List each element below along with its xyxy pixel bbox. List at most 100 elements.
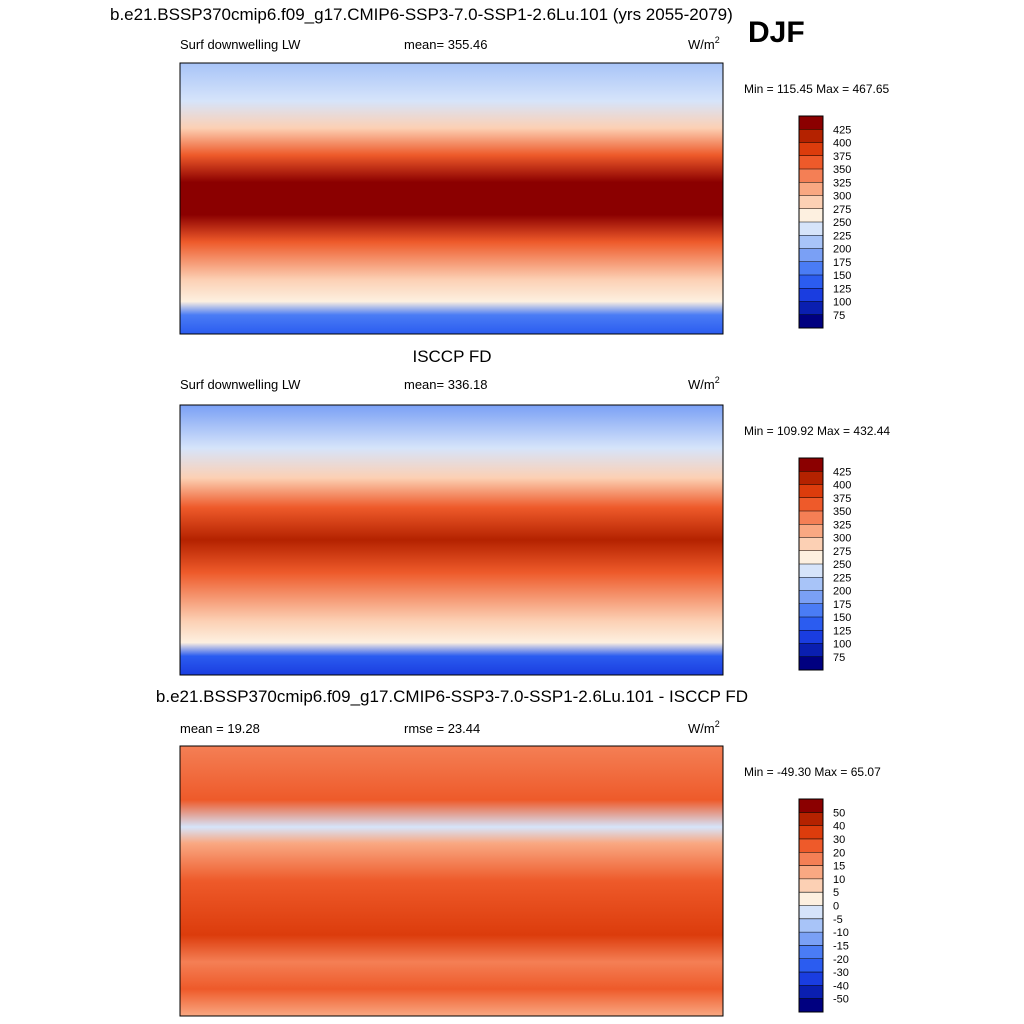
panel-left-label: Surf downwelling LW xyxy=(180,377,301,392)
colorbar-label: 250 xyxy=(833,217,851,229)
colorbar-label: -20 xyxy=(833,954,849,966)
colorbar-swatch xyxy=(799,129,823,143)
panel-title: b.e21.BSSP370cmip6.f09_g17.CMIP6-SSP3-7.… xyxy=(156,687,748,706)
colorbar-label: 50 xyxy=(833,807,845,819)
colorbar-swatch xyxy=(799,222,823,236)
colorbar-label: 325 xyxy=(833,519,851,531)
colorbar-label: 325 xyxy=(833,177,851,189)
colorbar-swatch xyxy=(799,537,823,551)
colorbar-swatch xyxy=(799,182,823,196)
colorbar-swatch xyxy=(799,878,823,893)
colorbar-swatch xyxy=(799,235,823,249)
colorbar-label: 100 xyxy=(833,297,851,309)
colorbar-swatch xyxy=(799,524,823,538)
units-base: W/m xyxy=(688,37,715,52)
units: W/m2 xyxy=(688,719,720,736)
colorbar-label: 375 xyxy=(833,151,851,163)
map-field xyxy=(179,62,724,335)
colorbar-swatch xyxy=(799,208,823,222)
colorbar-swatch xyxy=(799,497,823,511)
colorbar-swatch xyxy=(799,905,823,919)
colorbar-label: 300 xyxy=(833,191,851,203)
colorbar-swatch xyxy=(799,484,823,498)
colorbar-swatch xyxy=(799,932,823,946)
map-field xyxy=(179,745,724,1017)
colorbar-swatch xyxy=(799,799,823,813)
colorbar-swatch xyxy=(799,945,823,959)
colorbar-swatch xyxy=(799,116,823,130)
colorbar-label: 250 xyxy=(833,559,851,571)
colorbar-swatch xyxy=(799,458,823,472)
units-sup: 2 xyxy=(715,35,720,45)
colorbar-label: 30 xyxy=(833,834,845,846)
colorbar-swatch xyxy=(799,998,823,1012)
colorbar-label: 225 xyxy=(833,572,851,584)
colorbar-swatch xyxy=(799,195,823,209)
colorbar-swatch xyxy=(799,656,823,670)
colorbar-swatch xyxy=(799,892,823,906)
colorbar-label: 425 xyxy=(833,466,851,478)
colorbar-swatch xyxy=(799,865,823,879)
colorbar-swatch xyxy=(799,169,823,183)
panel-center-label: mean= 336.18 xyxy=(404,377,487,392)
panel-title: ISCCP FD xyxy=(412,347,491,366)
colorbar-label: -15 xyxy=(833,940,849,952)
colorbar-label: 75 xyxy=(833,310,845,322)
colorbar-label: -50 xyxy=(833,994,849,1006)
colorbar-label: 0 xyxy=(833,901,839,913)
units-sup: 2 xyxy=(715,719,720,729)
colorbar-label: 225 xyxy=(833,230,851,242)
colorbar-label: 200 xyxy=(833,586,851,598)
colorbar-swatch xyxy=(799,248,823,262)
colorbar-swatch xyxy=(799,590,823,604)
colorbar-swatch xyxy=(799,511,823,525)
season-label: DJF xyxy=(748,16,805,49)
colorbar-swatch xyxy=(799,301,823,315)
colorbar-label: 10 xyxy=(833,874,845,886)
panel-left-label: mean = 19.28 xyxy=(180,721,260,736)
colorbar-label: 200 xyxy=(833,244,851,256)
colorbar-label: 275 xyxy=(833,546,851,558)
colorbar-label: 275 xyxy=(833,204,851,216)
colorbar-label: 350 xyxy=(833,506,851,518)
colorbar-label: 15 xyxy=(833,861,845,873)
colorbar-label: 75 xyxy=(833,652,845,664)
min-max-label: Min = 109.92 Max = 432.44 xyxy=(744,424,890,438)
colorbar-swatch xyxy=(799,275,823,289)
colorbar-label: 375 xyxy=(833,493,851,505)
colorbar-swatch xyxy=(799,838,823,853)
colorbar-label: 350 xyxy=(833,164,851,176)
colorbar-label: 425 xyxy=(833,124,851,136)
colorbar-label: 125 xyxy=(833,625,851,637)
colorbar-swatch xyxy=(799,603,823,617)
colorbar-swatch xyxy=(799,550,823,564)
units-sup: 2 xyxy=(715,375,720,385)
colorbar-swatch xyxy=(799,577,823,591)
min-max-label: Min = -49.30 Max = 65.07 xyxy=(744,765,881,779)
colorbar-label: 400 xyxy=(833,138,851,150)
units: W/m2 xyxy=(688,35,720,52)
colorbar-swatch xyxy=(799,972,823,986)
colorbar-swatch xyxy=(799,643,823,657)
colorbar-label: -30 xyxy=(833,967,849,979)
units-base: W/m xyxy=(688,377,715,392)
colorbar-label: 100 xyxy=(833,639,851,651)
colorbar-swatch xyxy=(799,261,823,275)
colorbar-label: 400 xyxy=(833,480,851,492)
colorbar-swatch xyxy=(799,471,823,485)
colorbar-swatch xyxy=(799,985,823,999)
colorbar-swatch xyxy=(799,918,823,933)
colorbar-label: 150 xyxy=(833,270,851,282)
colorbar-label: -5 xyxy=(833,914,843,926)
colorbar-swatch xyxy=(799,630,823,644)
colorbar-label: 20 xyxy=(833,847,845,859)
colorbar-label: -40 xyxy=(833,980,849,992)
colorbar-label: 40 xyxy=(833,821,845,833)
colorbar-swatch xyxy=(799,142,823,156)
colorbar-label: -10 xyxy=(833,927,849,939)
colorbar-swatch xyxy=(799,314,823,328)
figure-title: b.e21.BSSP370cmip6.f09_g17.CMIP6-SSP3-7.… xyxy=(110,5,733,24)
colorbar-swatch xyxy=(799,825,823,839)
colorbar-label: 5 xyxy=(833,887,839,899)
map-field xyxy=(179,404,724,676)
